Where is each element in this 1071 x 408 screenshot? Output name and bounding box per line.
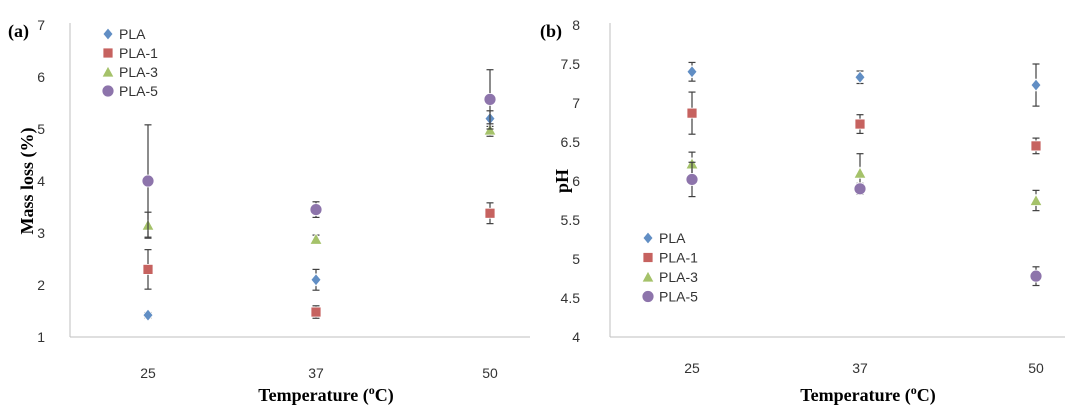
series-pla-1	[686, 91, 1042, 155]
legend-marker	[102, 47, 114, 59]
legend-label: PLA-1	[119, 45, 158, 61]
data-point	[309, 203, 323, 217]
legend-label: PLA-5	[119, 83, 158, 99]
series-pla	[142, 110, 496, 322]
series-pla-3	[141, 123, 497, 245]
y-tick-label: 6	[572, 173, 580, 189]
y-axis-title: Mass loss (%)	[17, 127, 38, 234]
legend: PLA PLA-1 PLA-3 PLA-5	[641, 230, 698, 305]
y-tick-label: 7.5	[561, 56, 581, 72]
x-axis-title: Temperature (oC)	[800, 383, 935, 406]
x-tick-label: 50	[482, 365, 498, 381]
legend-label: PLA	[659, 230, 686, 246]
data-point	[1029, 269, 1043, 283]
x-axis-title-main: Temperature (	[800, 385, 910, 406]
y-tick-label: 7	[37, 17, 45, 33]
data-point	[142, 308, 154, 322]
y-tick-label: 2	[37, 277, 45, 293]
data-point	[1029, 193, 1043, 206]
series-pla-5	[141, 69, 497, 238]
legend-marker	[642, 252, 654, 263]
y-axis-title: pH	[552, 169, 572, 193]
data-point	[483, 92, 497, 106]
x-axis-title-tail: C)	[917, 385, 936, 406]
data-point	[685, 173, 699, 186]
y-tick-label: 4.5	[561, 290, 581, 306]
legend-marker	[101, 84, 115, 98]
data-point	[686, 107, 698, 119]
legend-marker	[101, 65, 115, 78]
data-point	[310, 306, 322, 318]
y-tick-label: 4	[37, 173, 45, 189]
data-point	[853, 182, 867, 196]
y-tick-label: 6.5	[561, 134, 581, 150]
y-tick-label: 3	[37, 225, 45, 241]
data-point	[484, 207, 496, 219]
legend-marker	[641, 270, 655, 283]
panel-label: (a)	[8, 21, 29, 42]
legend: PLA PLA-1 PLA-3 PLA-5	[101, 26, 158, 99]
y-tick-label: 5	[37, 121, 45, 137]
data-point	[1030, 140, 1042, 152]
x-axis-title-superscript: o	[911, 383, 917, 397]
legend-label: PLA-1	[659, 250, 698, 266]
data-point	[141, 174, 155, 188]
y-tick-label: 8	[572, 17, 580, 33]
series-pla-3	[685, 151, 1043, 212]
series-pla-5	[685, 161, 1043, 287]
legend-marker	[102, 27, 114, 41]
x-axis-title-tail: C)	[375, 385, 394, 406]
legend-label: PLA	[119, 26, 146, 42]
chart-panel-a: 1 2 3 4 5 6 7 25 37 50 (a) Mass loss (%) Temperature…	[8, 17, 530, 406]
series-pla-1	[142, 202, 496, 319]
y-tick-label: 6	[37, 69, 45, 85]
legend-marker	[642, 231, 654, 245]
x-tick-label: 25	[140, 365, 156, 381]
x-tick-label: 37	[852, 360, 868, 376]
x-tick-label: 25	[684, 360, 700, 376]
x-tick-label: 37	[308, 365, 324, 381]
legend-label: PLA-5	[659, 289, 698, 305]
data-point	[1030, 78, 1042, 92]
data-point	[853, 166, 867, 179]
x-axis-title: Temperature (oC)	[258, 383, 393, 406]
panel-label: (b)	[540, 21, 562, 42]
y-tick-label: 5	[572, 251, 580, 267]
data-point	[310, 273, 322, 287]
series-pla	[686, 61, 1042, 107]
y-tick-label: 7	[572, 95, 580, 111]
x-tick-label: 50	[1028, 360, 1044, 376]
legend-label: PLA-3	[659, 269, 698, 285]
y-tick-label: 5.5	[561, 212, 581, 228]
chart-panel-b: 4 4.5 5 5.5 6 6.5 7 7.5 8 25 37 50 (b) pH Temperature …	[540, 17, 1065, 406]
y-tick-label: 4	[572, 329, 580, 345]
data-point	[686, 65, 698, 79]
legend-marker	[641, 290, 655, 303]
y-tick-label: 1	[37, 329, 45, 345]
data-point	[854, 118, 866, 130]
data-point	[309, 232, 323, 245]
data-point	[854, 70, 866, 84]
data-point	[142, 263, 154, 275]
x-axis-title-main: Temperature (	[258, 385, 368, 406]
legend-label: PLA-3	[119, 64, 158, 80]
x-axis-title-superscript: o	[369, 383, 375, 397]
